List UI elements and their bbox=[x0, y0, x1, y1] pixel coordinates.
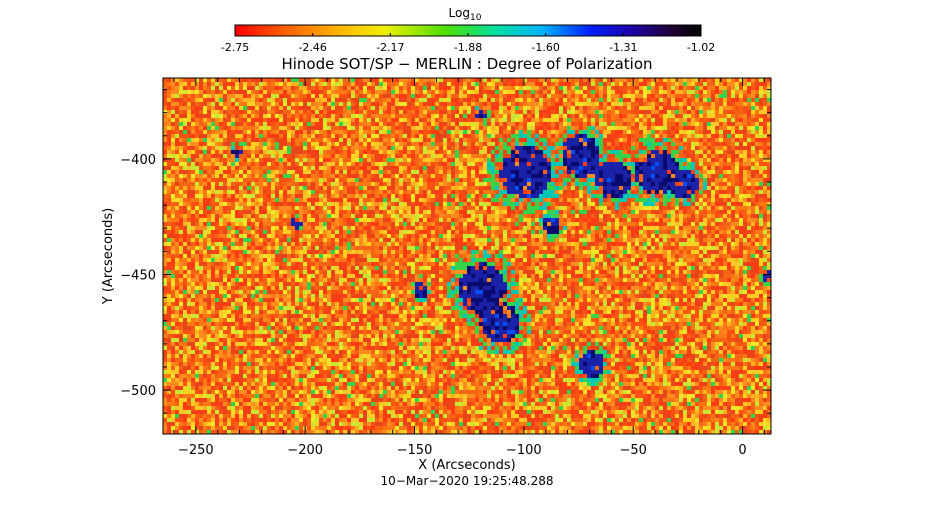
colorbar-tick-label: -1.31 bbox=[609, 41, 637, 54]
x-tick-label: −50 bbox=[619, 443, 646, 458]
heatmap-image bbox=[163, 78, 771, 434]
colorbar-tick-label: -1.60 bbox=[531, 41, 559, 54]
y-tick-label: −500 bbox=[120, 384, 156, 399]
y-tick-label: −400 bbox=[120, 153, 156, 168]
x-tick-label: −150 bbox=[397, 443, 433, 458]
y-axis-title: Y (Arcseconds) bbox=[101, 208, 116, 305]
x-tick-label: −100 bbox=[506, 443, 542, 458]
x-axis: −250 −200 −150 −100 −50 0 bbox=[173, 78, 765, 458]
y-tick-label: −450 bbox=[120, 268, 156, 283]
y-axis: −400 −450 −500 bbox=[120, 89, 771, 414]
colorbar-tick-label: -1.02 bbox=[687, 41, 715, 54]
colorbar-title: Log10 bbox=[449, 6, 482, 23]
x-axis-title: X (Arcseconds) bbox=[418, 458, 515, 473]
colorbar-tick-label: -2.46 bbox=[298, 41, 326, 54]
heatmap-cells bbox=[163, 78, 771, 434]
plot-area: −250 −200 −150 −100 −50 0 −400−450−500 bbox=[120, 77, 772, 458]
colorbar-tick-label: -2.17 bbox=[376, 41, 404, 54]
colorbar-ticks: -2.75 -2.46 -2.17 -1.88 -1.60 -1.31 -1.02 bbox=[221, 33, 715, 54]
x-tick-label: −250 bbox=[178, 443, 214, 458]
plot-frame bbox=[162, 77, 772, 435]
timestamp: 10−Mar−2020 19:25:48.288 bbox=[381, 474, 554, 488]
colorbar-tick-label: -1.88 bbox=[454, 41, 482, 54]
chart-title: Hinode SOT/SP − MERLIN : Degree of Polar… bbox=[281, 55, 652, 73]
x-tick-label: −200 bbox=[287, 443, 323, 458]
x-tick-label: 0 bbox=[738, 443, 746, 458]
colorbar: Log10 -2.75 -2.46 -2.17 -1.88 -1.60 -1.31 -1.0… bbox=[221, 6, 715, 54]
colorbar-tick-label: -2.75 bbox=[221, 41, 249, 54]
